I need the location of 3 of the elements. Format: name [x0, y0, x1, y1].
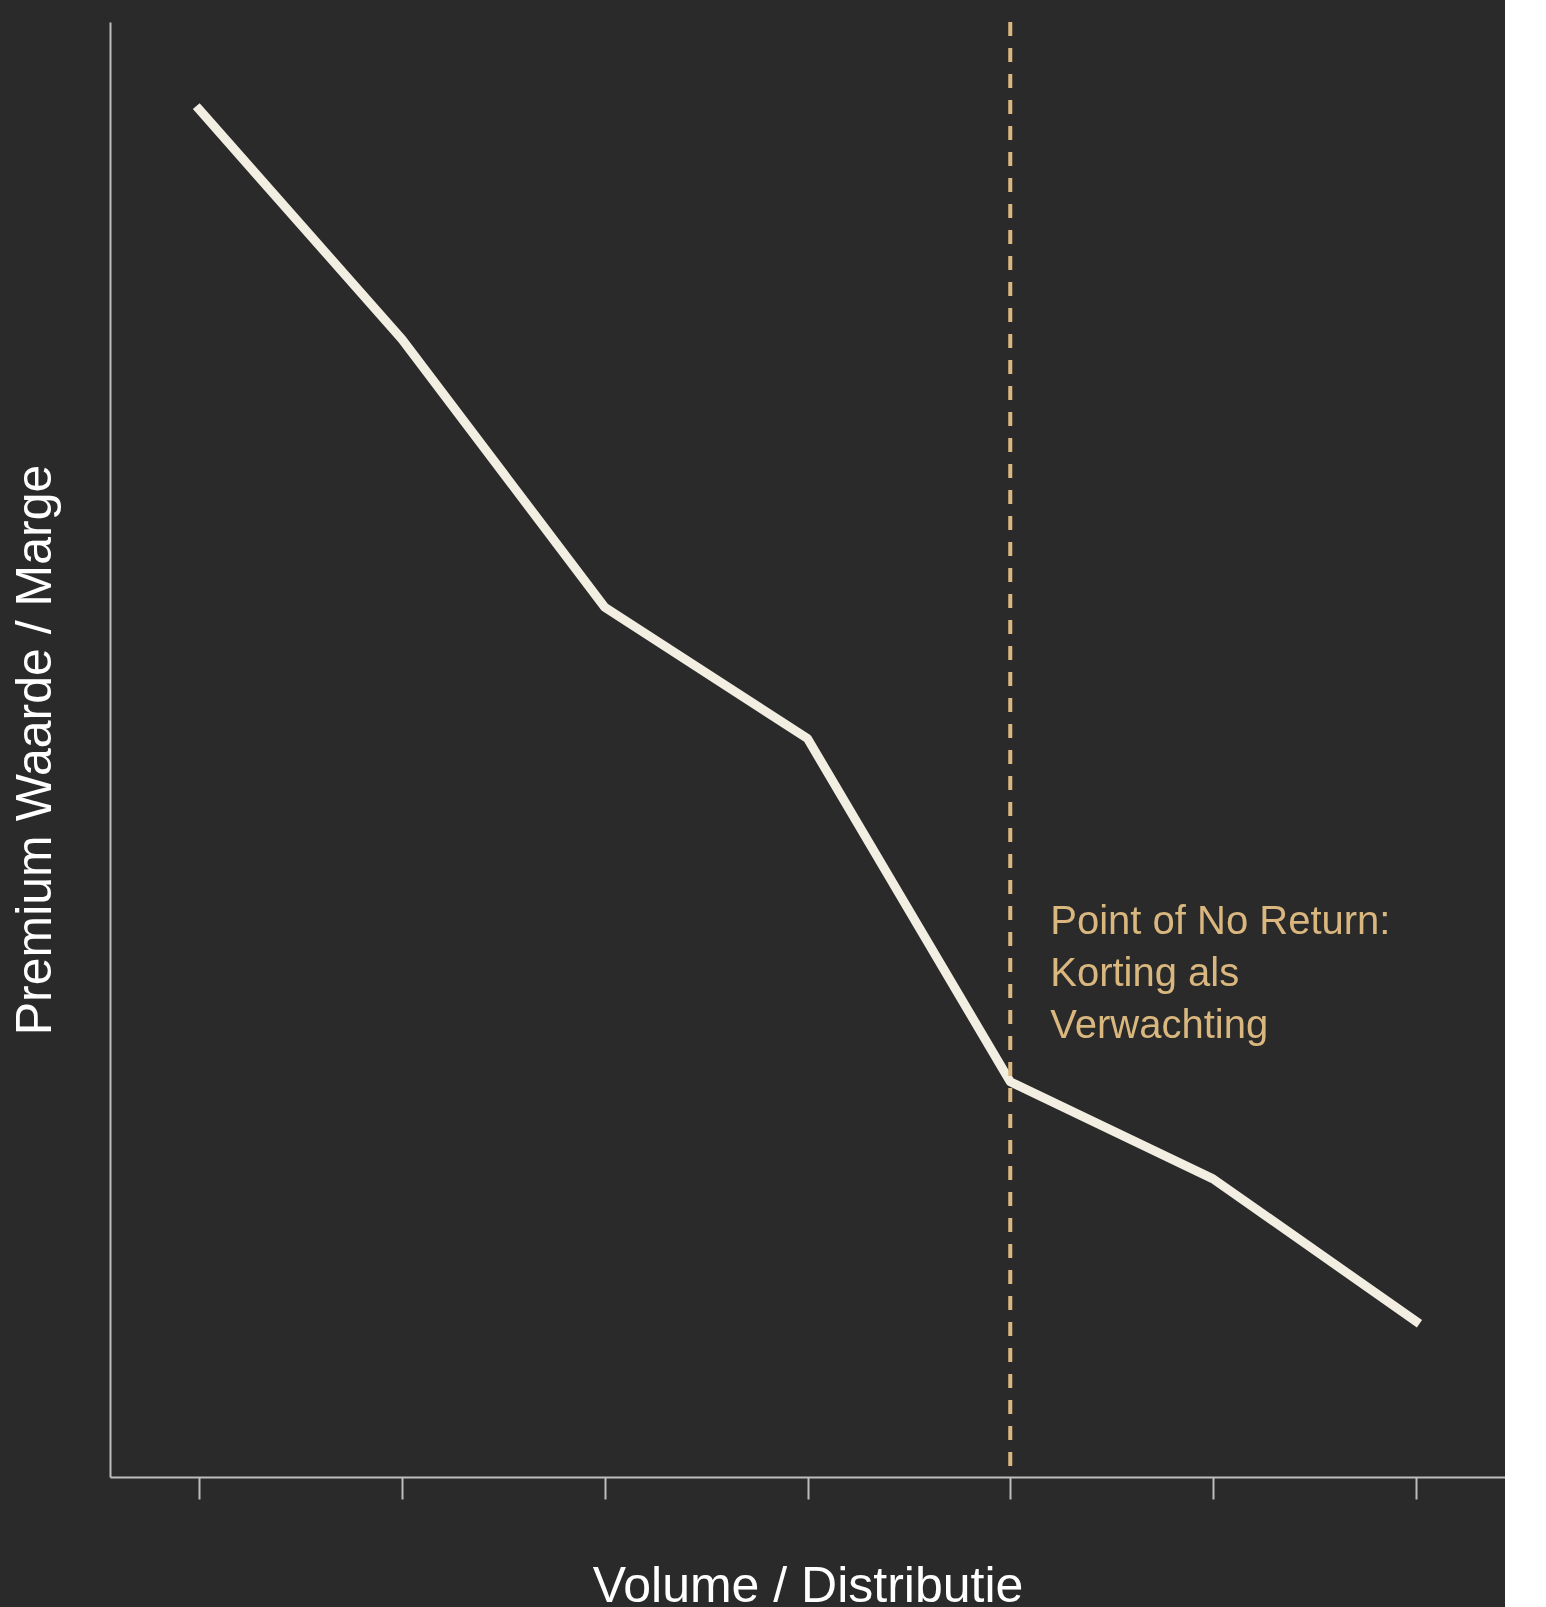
annotation: Point of No Return: Korting als Verwachting [1050, 898, 1391, 1046]
x-axis-title: Volume / Distributie [592, 1556, 1024, 1607]
y-axis-title: Premium Waarde / Marge [5, 464, 62, 1036]
